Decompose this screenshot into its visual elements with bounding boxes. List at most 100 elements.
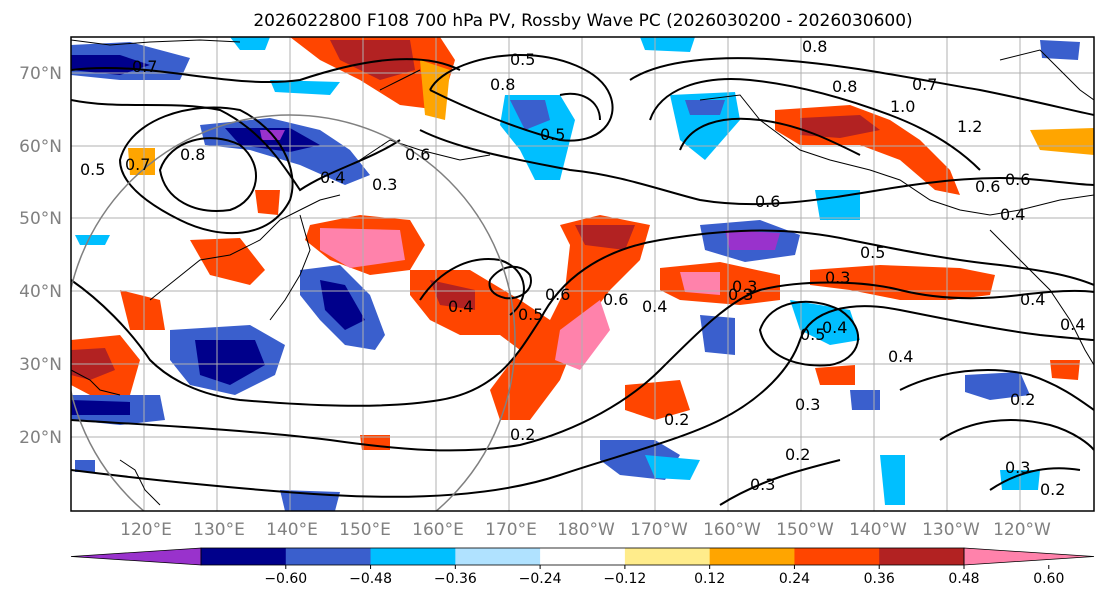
contour-label: 0.4 — [888, 347, 913, 366]
graticule — [71, 37, 1094, 511]
colorbar-label: 0.60 — [1033, 571, 1064, 587]
contour-label: 0.3 — [795, 395, 820, 414]
lon-axis: 120°E 130°E 140°E 150°E 160°E 170°E 180°… — [120, 520, 1051, 540]
contour-label: 0.8 — [490, 75, 515, 94]
colorbar-label: −0.60 — [264, 571, 307, 587]
shade-negative-strong — [195, 340, 265, 385]
colorbar-extend-high — [963, 547, 1095, 566]
colorbar-label: −0.24 — [519, 571, 562, 587]
contour-label: 0.6 — [755, 192, 780, 211]
contour-label: 0.3 — [372, 175, 397, 194]
contour-label: 0.3 — [825, 268, 850, 287]
shade-negative-strong — [71, 400, 130, 415]
contour-labels: 0.5 0.8 0.7 0.8 1.0 1.2 0.7 0.8 0.5 0.6 … — [80, 37, 1085, 499]
contour-label: 0.5 — [510, 50, 535, 69]
shade-positive — [815, 365, 855, 385]
shade-negative — [700, 315, 735, 355]
lat-axis: 70°N 60°N 50°N 40°N 30°N 20°N — [19, 64, 62, 448]
contour-label: 0.4 — [320, 168, 345, 187]
map-title: 2026022800 F108 700 hPa PV, Rossby Wave … — [253, 11, 912, 31]
shade-negative-strong — [71, 55, 150, 75]
contour-label: 0.6 — [1005, 170, 1030, 189]
shade-negative — [645, 455, 700, 480]
colorbar-bin — [624, 548, 711, 565]
shade-negative — [75, 235, 110, 245]
contour-label: 0.4 — [822, 318, 847, 337]
lon-tick: 170°W — [630, 520, 688, 540]
shade-positive — [1050, 360, 1080, 380]
shade-negative — [850, 390, 880, 410]
shade-positive — [625, 380, 690, 420]
shade-positive-strong — [430, 280, 475, 310]
contour-label: 0.4 — [448, 297, 473, 316]
contour-label: 0.2 — [664, 410, 689, 429]
contour-label: 0.5 — [800, 325, 825, 344]
contour-label: 0.4 — [1000, 205, 1025, 224]
lat-tick: 30°N — [19, 355, 62, 375]
colorbar-bin — [709, 548, 795, 565]
contour-label: 0.3 — [1005, 458, 1030, 477]
colorbar-bin — [455, 548, 541, 565]
colorbar-bin — [201, 548, 287, 565]
colorbar-bin — [540, 548, 626, 565]
colorbar-extend-low — [70, 547, 202, 566]
lon-tick: 150°E — [339, 520, 391, 540]
colorbar-bin — [879, 548, 965, 565]
lon-tick: 160°E — [412, 520, 464, 540]
contour-label: 0.7 — [912, 75, 937, 94]
shade-negative-extreme — [725, 230, 780, 250]
shade-negative — [685, 100, 725, 115]
lon-tick: 150°W — [776, 520, 834, 540]
contour-label: 0.7 — [125, 155, 150, 174]
lon-tick: 180°W — [557, 520, 615, 540]
contour-label: 0.8 — [832, 77, 857, 96]
colorbar-frame — [200, 547, 965, 566]
shade-negative — [1040, 40, 1080, 60]
map-panel: 0.5 0.8 0.7 0.8 1.0 1.2 0.7 0.8 0.5 0.6 … — [70, 36, 1095, 512]
lon-tick: 130°E — [193, 520, 245, 540]
contour-label: 0.5 — [80, 160, 105, 179]
contour-label: 0.5 — [518, 305, 543, 324]
shade-negative — [230, 37, 270, 50]
shade-positive — [120, 290, 165, 330]
lat-tick: 40°N — [19, 282, 62, 302]
contour-label: 0.6 — [975, 177, 1000, 196]
shade-positive-strong — [575, 225, 635, 250]
shade-positive — [255, 190, 280, 215]
shade-positive-extreme — [680, 272, 720, 295]
shade-negative — [270, 80, 340, 95]
contour-label: 0.2 — [1040, 480, 1065, 499]
contour-label: 0.4 — [642, 297, 667, 316]
shade-negative — [510, 100, 550, 130]
colorbar-bin — [285, 548, 372, 565]
shade-negative — [75, 460, 95, 472]
lon-tick: 130°W — [922, 520, 980, 540]
colorbar-bin — [370, 548, 456, 565]
lon-tick: 140°E — [266, 520, 318, 540]
contour-label: 0.3 — [750, 475, 775, 494]
shade-positive — [190, 238, 265, 285]
lon-tick: 170°E — [485, 520, 537, 540]
contour-label: 0.2 — [1010, 390, 1035, 409]
shade-positive-strong — [800, 115, 880, 138]
colorbar-label: 0.24 — [779, 571, 810, 587]
contour-label: 0.6 — [545, 285, 570, 304]
colorbar-label: −0.36 — [434, 571, 477, 587]
shade-negative-strong — [320, 280, 365, 330]
contour-label: 1.2 — [957, 117, 982, 136]
contour-label: 0.6 — [405, 145, 430, 164]
contour-label: 0.8 — [180, 145, 205, 164]
lon-tick: 120°W — [993, 520, 1051, 540]
contour-label: 0.4 — [1060, 315, 1085, 334]
contour-label: 0.8 — [802, 37, 827, 56]
contour-label: 1.0 — [890, 97, 915, 116]
contour-label: 0.5 — [860, 243, 885, 262]
pv-contours — [71, 53, 1094, 506]
shade-positive-strong — [330, 40, 415, 80]
colorbar-label: −0.48 — [349, 571, 392, 587]
lat-tick: 50°N — [19, 209, 62, 229]
reference-circle — [71, 114, 516, 511]
contour-label: 0.4 — [1020, 290, 1045, 309]
colorbar: −0.60 −0.48 −0.36 −0.24 −0.12 0.12 0.24 0.36 0.4… — [70, 547, 1095, 587]
contour-label: 0.3 — [728, 285, 753, 304]
